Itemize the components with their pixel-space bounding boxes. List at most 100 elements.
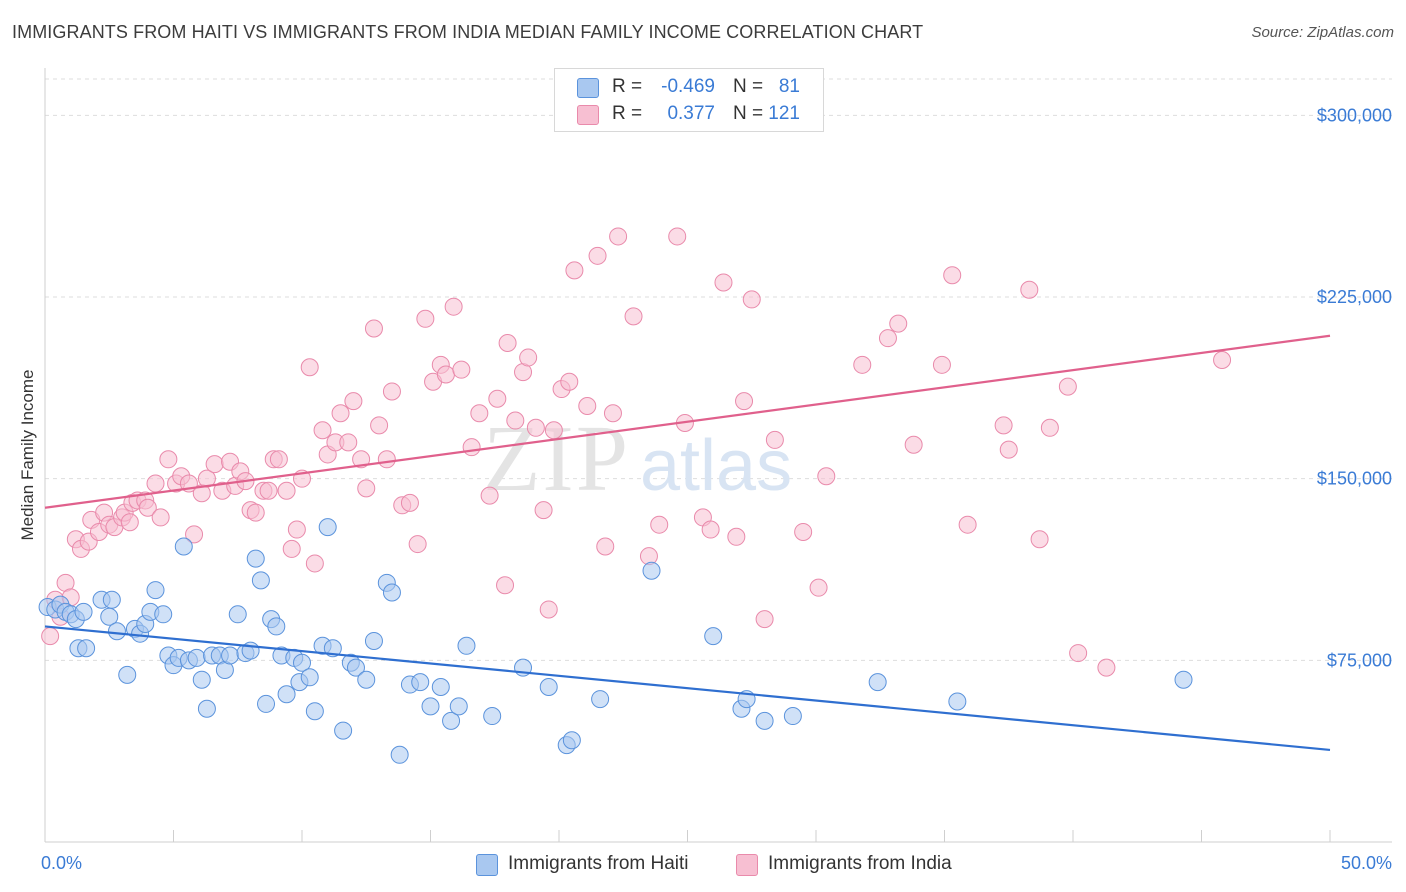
haiti-point — [562, 731, 581, 750]
india-point — [462, 438, 481, 457]
india-point — [159, 450, 178, 469]
tick-labels: $75,000 $150,000 $225,000 $300,000 0.0% 50.0% — [41, 105, 1392, 873]
r-value: -0.469 — [661, 76, 715, 97]
india-point — [519, 348, 538, 367]
r-value: 0.377 — [667, 103, 715, 124]
correlation-legend: R = -0.469 N = 81 R = 0.377 N = 121 — [554, 68, 824, 132]
r-label: R = — [612, 76, 643, 97]
haiti-point — [323, 639, 342, 658]
haiti-point — [277, 685, 296, 704]
india-point — [339, 433, 358, 452]
india-point — [496, 576, 515, 595]
india-point — [146, 474, 165, 493]
india-point — [287, 520, 306, 539]
india-point — [444, 297, 463, 316]
haiti-point — [390, 745, 409, 764]
india-point — [578, 397, 597, 415]
haiti-point — [1174, 670, 1193, 689]
haiti-point — [187, 648, 206, 667]
india-point — [714, 273, 733, 292]
x-tick-label: 50.0% — [1341, 853, 1392, 873]
india-point — [331, 404, 350, 423]
axes — [44, 68, 1392, 843]
india-point — [544, 421, 563, 440]
india-point — [344, 392, 363, 411]
india-point — [269, 450, 288, 469]
india-point — [352, 450, 371, 469]
haiti-point — [102, 590, 121, 609]
source-credit: Source: ZipAtlas.com — [1251, 24, 1394, 41]
india-point — [246, 503, 265, 522]
india-point — [120, 513, 139, 532]
haiti-point — [442, 711, 461, 730]
india-point — [370, 416, 389, 435]
haiti-point — [118, 665, 137, 684]
haiti-point — [457, 636, 476, 655]
india-point — [480, 486, 499, 505]
india-point — [809, 578, 828, 597]
india-point — [735, 392, 754, 411]
y-tick-label: $75,000 — [1327, 650, 1392, 670]
india-point — [624, 307, 643, 326]
haiti-point — [154, 605, 173, 624]
india-point — [650, 515, 669, 534]
haiti-point — [74, 602, 93, 621]
series-legend: Immigrants from Haiti Immigrants from In… — [0, 852, 1406, 878]
haiti-point — [174, 537, 193, 556]
india-point — [1030, 530, 1049, 549]
india-point — [305, 554, 324, 573]
trend-lines — [44, 334, 1331, 752]
india-point — [498, 334, 517, 353]
india-point — [588, 246, 607, 265]
india-point — [205, 455, 224, 474]
india-point — [539, 600, 558, 619]
india-point — [668, 227, 687, 246]
india-point — [488, 389, 507, 408]
india-point — [1058, 377, 1077, 396]
haiti-point — [267, 617, 286, 636]
india-point — [400, 493, 419, 512]
haiti-point — [364, 631, 383, 650]
n-label: N = — [733, 103, 764, 124]
india-point — [1213, 350, 1232, 369]
india-point — [603, 404, 622, 423]
haiti-point — [192, 670, 211, 689]
haiti-point — [107, 622, 126, 641]
haiti-legend-swatch — [476, 854, 498, 876]
haiti-point — [334, 721, 353, 740]
haiti-point — [300, 668, 319, 687]
haiti-point — [251, 571, 270, 590]
haiti-point — [228, 605, 247, 624]
legend-row-haiti: R = -0.469 N = 81 — [555, 75, 823, 99]
india-point — [357, 479, 376, 498]
haiti-point — [246, 549, 265, 568]
india-point — [904, 435, 923, 454]
haiti-point — [293, 653, 311, 672]
india-point — [300, 358, 319, 377]
haiti-point — [346, 658, 365, 677]
haiti-point — [431, 677, 450, 696]
haiti-point — [642, 561, 661, 580]
india-point — [1040, 418, 1059, 437]
india-point — [526, 418, 545, 437]
india-point — [958, 515, 977, 534]
india-point — [377, 450, 396, 469]
india-point — [853, 355, 872, 374]
chart-title: IMMIGRANTS FROM HAITI VS IMMIGRANTS FROM… — [12, 22, 924, 42]
haiti-point — [483, 707, 502, 726]
india-point — [282, 539, 301, 558]
haiti-trend-line — [44, 625, 1331, 752]
india-point — [259, 481, 278, 500]
y-tick-label: $225,000 — [1317, 287, 1392, 307]
india-point — [313, 421, 332, 440]
r-label: R = — [612, 103, 643, 124]
haiti-point — [868, 673, 887, 692]
haiti-point — [357, 670, 376, 689]
india-point — [277, 481, 296, 500]
haiti-point — [449, 697, 468, 716]
india-point — [138, 498, 157, 517]
india-point — [382, 382, 401, 401]
india-point — [609, 227, 628, 246]
india-point — [364, 319, 383, 338]
